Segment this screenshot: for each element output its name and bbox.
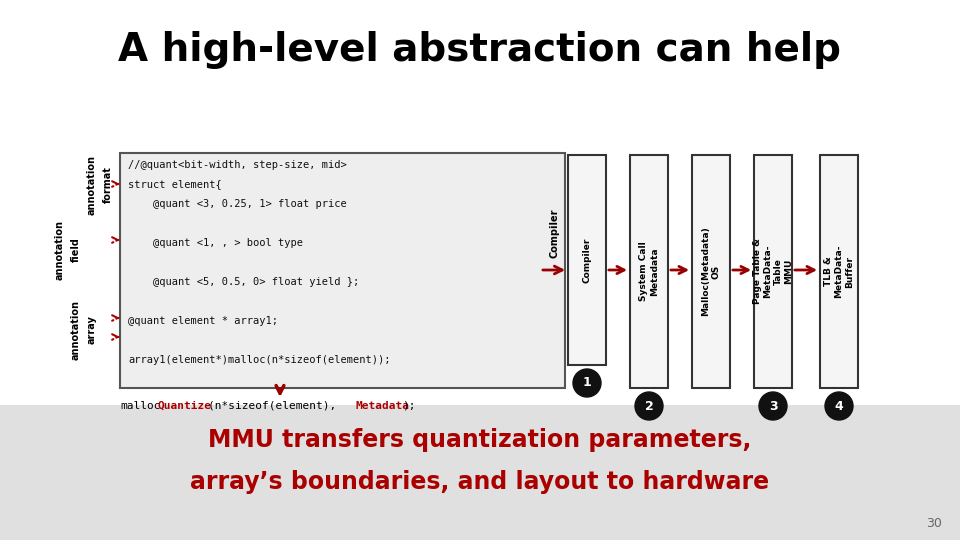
Text: Page Table &
MetaData-
Table
MMU: Page Table & MetaData- Table MMU (753, 239, 793, 305)
Text: array’s boundaries, and layout to hardware: array’s boundaries, and layout to hardwa… (190, 470, 770, 494)
Text: 3: 3 (769, 400, 778, 413)
Text: MMU transfers quantization parameters,: MMU transfers quantization parameters, (208, 428, 752, 452)
Bar (630, 155, 668, 388)
Text: Compiler: Compiler (549, 208, 559, 258)
Text: Compiler: Compiler (583, 237, 591, 282)
Bar (692, 155, 730, 388)
Bar (820, 155, 858, 388)
Text: 1: 1 (583, 376, 591, 389)
Text: );: ); (402, 401, 416, 411)
Text: //@quant<bit-width, step-size, mid>: //@quant<bit-width, step-size, mid> (128, 160, 347, 170)
Text: 30: 30 (926, 517, 942, 530)
Text: A high-level abstraction can help: A high-level abstraction can help (118, 31, 842, 69)
Bar (0, 405, 960, 540)
Text: 4: 4 (834, 400, 844, 413)
Text: annotation: annotation (87, 155, 97, 215)
Text: array: array (87, 315, 97, 345)
Text: struct element{: struct element{ (128, 179, 222, 190)
Text: @quant <5, 0.5, 0> float yield };: @quant <5, 0.5, 0> float yield }; (128, 277, 359, 287)
Text: format: format (103, 166, 113, 204)
Text: malloc: malloc (120, 401, 160, 411)
Bar (754, 155, 792, 388)
Text: @quant <1, , > bool type: @quant <1, , > bool type (128, 238, 303, 248)
Text: (n*sizeof(element),: (n*sizeof(element), (208, 401, 343, 411)
Text: TLB &
MetaData-
Buffer: TLB & MetaData- Buffer (824, 245, 853, 298)
Text: @quant element * array1;: @quant element * array1; (128, 316, 278, 326)
Text: annotation: annotation (55, 220, 65, 280)
Text: annotation: annotation (71, 300, 81, 360)
Text: 2: 2 (644, 400, 654, 413)
Text: System Call
Metadata: System Call Metadata (639, 241, 659, 301)
Text: array1(element*)malloc(n*sizeof(element));: array1(element*)malloc(n*sizeof(element)… (128, 355, 391, 365)
Bar (120, 153, 565, 388)
Circle shape (573, 369, 601, 397)
Text: Quantize: Quantize (158, 401, 212, 411)
Text: Malloc(Metadata)
OS: Malloc(Metadata) OS (702, 227, 721, 316)
Bar (568, 155, 606, 365)
Circle shape (825, 392, 853, 420)
Circle shape (635, 392, 663, 420)
Circle shape (759, 392, 787, 420)
Text: Metadata: Metadata (355, 401, 409, 411)
Text: field: field (71, 238, 81, 262)
Text: @quant <3, 0.25, 1> float price: @quant <3, 0.25, 1> float price (128, 199, 347, 209)
